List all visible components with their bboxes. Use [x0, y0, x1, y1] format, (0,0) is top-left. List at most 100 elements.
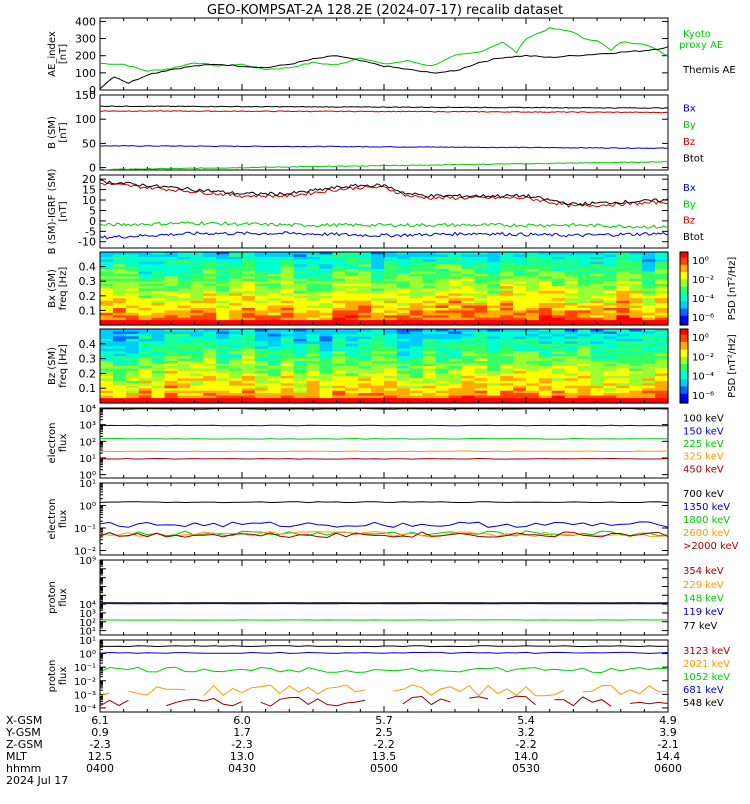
legend-entry: 229 keV — [683, 580, 724, 591]
y-tick-label: 10² — [79, 437, 96, 448]
series-line-3123-kev — [261, 697, 365, 706]
legend-entry: Btot — [683, 154, 704, 165]
time-axis-value: 0530 — [512, 762, 540, 775]
y-tick-label: 400 — [75, 15, 96, 28]
y-tick-label: 10⁻² — [74, 677, 96, 688]
series-line-548-kev — [100, 646, 668, 647]
series-line-3123-kev — [403, 697, 450, 705]
y-axis-label: freq [Hz] — [58, 344, 69, 388]
series-line-3123-kev — [554, 697, 611, 706]
y-tick-label: 150 — [75, 89, 96, 102]
y-tick-label: 10¹ — [79, 454, 96, 465]
panel-frame — [100, 640, 668, 712]
legend-entry: 3123 keV — [683, 646, 730, 657]
panel-frame — [100, 408, 668, 478]
legend-entry: Bz — [683, 137, 695, 148]
series-line-3123-kev — [630, 702, 668, 703]
legend-entry: By — [683, 120, 696, 131]
series-line-1052-kev — [100, 667, 668, 672]
y-axis-label: [nT] — [58, 201, 69, 221]
colorbar-tick-label: 10⁻⁶ — [692, 391, 714, 402]
series-line-225-kev — [100, 439, 668, 440]
y-tick-label: 10⁴ — [79, 600, 96, 611]
y-axis-label: flux — [58, 434, 69, 453]
y-tick-label: 10⁰ — [79, 502, 96, 513]
time-axis-value: 0400 — [86, 762, 114, 775]
y-tick-label: 20 — [82, 173, 96, 186]
series-line-450-kev — [100, 459, 668, 460]
y-tick-label: 0.1 — [79, 382, 97, 395]
series-line-themis-ae — [100, 47, 668, 89]
y-axis-label: freq [Hz] — [58, 267, 69, 311]
legend-entry: Btot — [683, 232, 704, 243]
y-tick-label: 10⁻¹ — [74, 663, 96, 674]
legend-entry: Bx — [683, 183, 696, 194]
y-tick-label: 10¹ — [79, 636, 96, 647]
y-axis-label: electron — [47, 423, 58, 464]
y-axis-label: flux — [58, 667, 69, 686]
y-axis-label: proton — [47, 660, 58, 693]
legend-entry: 1350 keV — [683, 502, 730, 513]
legend-entry: By — [683, 199, 696, 210]
colorbar-tick-label: 10⁰ — [692, 333, 709, 344]
y-tick-label: 10⁹ — [79, 556, 96, 567]
y-tick-label: 300 — [75, 33, 96, 46]
legend-entry: Kyoto — [683, 29, 711, 40]
y-tick-label: 0.3 — [79, 275, 97, 288]
y-tick-label: 0.2 — [79, 367, 97, 380]
y-axis-label: Bz (SM) — [47, 347, 58, 385]
legend-entry: proxy AE — [679, 40, 723, 51]
series-line-100-kev — [100, 409, 668, 410]
panel-frame — [100, 175, 668, 248]
series-line-3123-kev — [166, 698, 242, 705]
legend-entry: 450 keV — [683, 464, 724, 475]
series-line-2021-kev — [204, 685, 365, 696]
y-tick-label: 10⁴ — [79, 404, 96, 415]
series-line-150-kev — [100, 425, 668, 426]
series-line-1350-kev — [100, 522, 668, 527]
colorbar-tick-label: 10⁻⁶ — [692, 313, 714, 324]
series-line-681-kev — [100, 652, 668, 653]
legend-entry: 548 keV — [683, 698, 724, 709]
legend-entry: >2000 keV — [683, 541, 739, 552]
panel-bz_spec: 0.10.20.30.4Bz (SM)freq [Hz]10⁰10⁻²10⁻⁴1… — [47, 329, 738, 404]
series-line-bz — [100, 183, 668, 207]
time-axis-value: 0430 — [228, 762, 256, 775]
series-line-bx — [100, 146, 668, 149]
y-tick-label: 0.4 — [79, 338, 97, 351]
legend-entry: 225 keV — [683, 439, 724, 450]
y-axis-label: B (SM) — [47, 116, 58, 149]
y-axis-label: flux — [58, 588, 69, 607]
time-axis-value: 0600 — [654, 762, 682, 775]
legend-entry: Bx — [683, 104, 696, 115]
time-axis-value: 0500 — [370, 762, 398, 775]
legend-entry: 325 keV — [683, 452, 724, 463]
legend-entry: 1052 keV — [683, 672, 730, 683]
legend-entry: Themis AE — [682, 65, 736, 76]
series-line-3123-kev — [469, 697, 488, 699]
y-axis-label: electron — [47, 499, 58, 540]
legend-entry: 681 keV — [683, 685, 724, 696]
y-tick-label: 10⁻¹ — [74, 524, 96, 535]
series-line-btot — [100, 180, 668, 206]
y-tick-label: 200 — [75, 50, 96, 63]
y-axis-label: Bx (SM) — [47, 269, 58, 308]
colorbar-label: PSD [nT²/Hz] — [727, 257, 738, 321]
y-tick-label: 50 — [82, 137, 96, 150]
legend-entry: 148 keV — [683, 594, 724, 605]
legend-entry: 150 keV — [683, 426, 724, 437]
y-tick-label: 100 — [75, 67, 96, 80]
panel-frame — [100, 18, 668, 90]
y-tick-label: 10³ — [79, 421, 96, 432]
series-line-2021-kev — [583, 686, 668, 695]
series-line-325-kev — [100, 451, 668, 452]
series-line-3123-kev — [507, 696, 535, 705]
series-line-2021-kev — [128, 687, 185, 695]
